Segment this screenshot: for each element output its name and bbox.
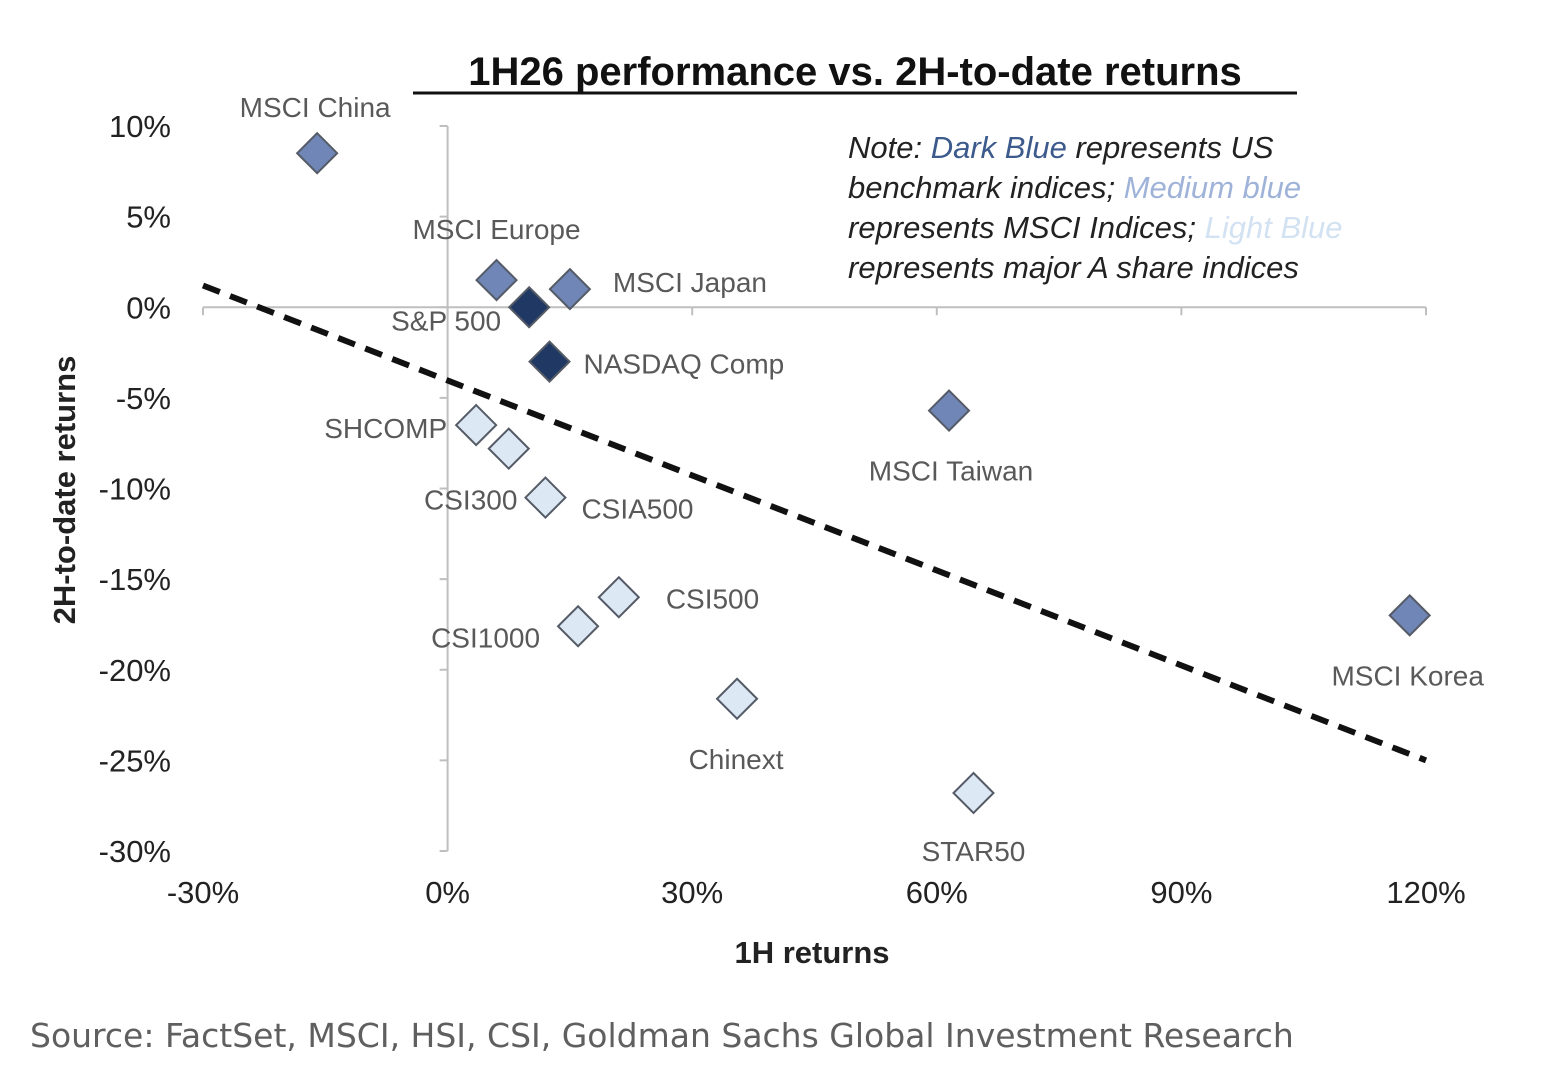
diamond-marker [295,131,339,175]
x-tick-label: 120% [1386,875,1465,910]
note-text-1: represents US [1067,130,1274,165]
point-label: STAR50 [922,836,1026,867]
point-label: MSCI Taiwan [869,456,1033,487]
point-label: CSIA500 [581,494,693,525]
axes: -30% 0% 30% 60% 90% 120% 10% 5% 0% -5% -10% -15% -20… [99,109,1466,910]
y-tick-label: 5% [126,200,171,235]
point-label: SHCOMP [324,413,447,444]
note-dark-blue: Dark Blue [931,130,1067,165]
chart-title: 1H26 performance vs. 2H-to-date returns [468,50,1242,94]
point-label: CSI500 [666,583,759,614]
point-label: S&P 500 [391,305,501,336]
x-tick-label: 0% [425,875,470,910]
diamond-marker [715,677,759,721]
y-tick-label: 0% [126,290,171,325]
note-line-1: Note: Dark Blue represents US [848,130,1274,165]
diamond-marker [475,258,518,302]
point-label: MSCI China [240,92,391,123]
y-tick-label: -30% [99,834,171,869]
x-axis-title: 1H returns [734,935,889,970]
diamond-marker [597,575,641,619]
x-tick-label: 30% [661,875,723,910]
note-line-4: represents major A share indices [848,250,1299,285]
diamond-marker [927,389,971,432]
note-line-2: benchmark indices; Medium blue [848,170,1301,205]
y-tick-label: -10% [99,472,171,507]
x-tick-label: -30% [167,875,239,910]
trendline [201,282,1428,764]
data-points [295,131,1432,815]
y-tick-label: -15% [99,562,171,597]
y-tick-label: 10% [109,109,171,144]
point-label: CSI1000 [431,622,540,653]
point-label: CSI300 [424,485,517,516]
point-label: MSCI Japan [613,267,767,298]
diamond-marker [507,285,551,329]
note-text-2: represents MSCI Indices; [848,210,1205,245]
point-label: MSCI Europe [412,214,580,245]
point-label: MSCI Korea [1331,660,1484,691]
diamond-marker [487,427,531,471]
note-light-blue: Light Blue [1205,210,1343,245]
diamond-marker [1388,593,1432,637]
note-prefix: Note: [848,130,931,165]
y-tick-label: -20% [99,653,171,688]
diamond-marker [952,771,995,815]
y-axis-title: 2H-to-date returns [47,356,82,625]
diamond-marker [556,604,600,648]
x-tick-label: 60% [906,875,968,910]
note-line-3: represents MSCI Indices; Light Blue [848,210,1343,245]
scatter-chart: 1H26 performance vs. 2H-to-date returns … [47,50,1485,970]
diamond-marker [454,403,498,447]
y-tick-label: -5% [116,381,171,416]
x-tick-label: 90% [1150,875,1212,910]
note-text-1b: benchmark indices; [848,170,1124,205]
source-note: Source: FactSet, MSCI, HSI, CSI, Goldman… [30,1016,1294,1055]
trendline-layer [201,282,1428,764]
legend-note: Note: Dark Blue represents US benchmark … [848,130,1343,285]
diamond-marker [524,476,567,519]
note-medium-blue: Medium blue [1124,170,1301,205]
diamond-marker [548,267,592,311]
point-label: Chinext [689,744,784,775]
point-label: NASDAQ Comp [584,349,785,380]
diamond-marker [528,340,571,384]
y-tick-label: -25% [99,743,171,778]
point-labels: S&P 500 NASDAQ Comp MSCI China MSCI Europe M… [240,92,1485,867]
